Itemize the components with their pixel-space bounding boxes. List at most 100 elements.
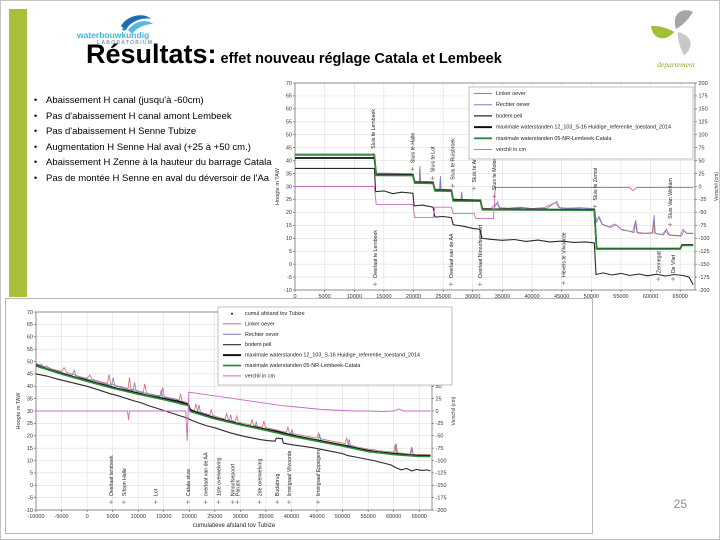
svg-text:Zennegat: Zennegat (656, 251, 662, 273)
svg-text:maximale waterstanden 05-NR-Le: maximale waterstanden 05-NR-Lembeek-Cata… (496, 136, 611, 142)
svg-text:Ninoofsepoort: Ninoofsepoort (231, 463, 237, 496)
svg-text:limnigraaf Eppegem: limnigraaf Eppegem (316, 450, 322, 496)
bullet-item: Augmentation H Senne Hal aval (+25 à +50… (31, 141, 275, 155)
svg-text:60000: 60000 (643, 294, 658, 300)
title-main: Résultats: (86, 39, 217, 69)
svg-text:15000: 15000 (376, 294, 391, 300)
svg-text:40000: 40000 (524, 294, 539, 300)
svg-text:-5: -5 (287, 275, 292, 281)
svg-text:Sluis te Molenbeek: Sluis te Molenbeek (492, 146, 498, 190)
series (295, 153, 694, 286)
svg-text:50: 50 (436, 384, 442, 390)
svg-text:45: 45 (27, 372, 33, 378)
svg-text:25: 25 (436, 396, 442, 402)
svg-text:150: 150 (699, 107, 708, 113)
svg-text:25: 25 (27, 421, 33, 427)
slide-title: Résultats: effet nouveau réglage Catala e… (86, 39, 696, 70)
svg-text:50000: 50000 (584, 294, 599, 300)
waterbouwkundig-logo-icon (121, 15, 153, 34)
svg-text:35: 35 (286, 171, 292, 177)
svg-text:-150: -150 (699, 262, 710, 268)
series-line (295, 167, 694, 286)
svg-text:125: 125 (699, 120, 708, 126)
svg-text:Linker oever: Linker oever (496, 91, 526, 97)
svg-text:Sluis Van Wintam: Sluis Van Wintam (668, 178, 674, 219)
svg-text:0: 0 (293, 294, 296, 300)
svg-text:2de overwelving: 2de overwelving (257, 458, 263, 496)
svg-text:25000: 25000 (435, 294, 450, 300)
bottom-chart: Overlaat lembeek Sifoon Halle Lot Catala st… (5, 298, 593, 534)
svg-text:-10: -10 (25, 508, 33, 514)
svg-text:Sluis te Halle: Sluis te Halle (410, 133, 416, 163)
svg-text:maximale waterstanden 12_103_S: maximale waterstanden 12_103_S-16 Huidig… (496, 125, 671, 131)
accent-bar (9, 9, 27, 297)
svg-text:175: 175 (699, 94, 708, 100)
svg-text:55000: 55000 (360, 514, 375, 520)
svg-text:60000: 60000 (386, 514, 401, 520)
svg-text:cumulatieve afstand tov Tubize: cumulatieve afstand tov Tubize (193, 523, 276, 529)
svg-text:0: 0 (30, 483, 33, 489)
lab-logo-line2: LABORATORIUM (97, 40, 154, 46)
series-line (35, 364, 431, 457)
series-line (36, 391, 431, 441)
svg-text:Sluis te Ruisbroek: Sluis te Ruisbroek (451, 138, 457, 180)
svg-text:35000: 35000 (258, 514, 273, 520)
svg-text:30: 30 (27, 409, 33, 415)
svg-text:100: 100 (699, 133, 708, 139)
svg-text:Hoogte m TAW: Hoogte m TAW (16, 392, 22, 430)
waterbouwkundig-logo: waterbouwkundig LABORATORIUM (77, 11, 187, 51)
svg-text:30000: 30000 (465, 294, 480, 300)
svg-text:0: 0 (289, 262, 292, 268)
chart-canvas: Overlaat lembeek Sifoon Halle Lot Catala st… (16, 306, 457, 529)
lab-logo-line1: waterbouwkundig (77, 30, 150, 40)
svg-text:0: 0 (699, 184, 702, 190)
svg-text:55000: 55000 (613, 294, 628, 300)
svg-text:65000: 65000 (673, 294, 688, 300)
svg-text:55: 55 (286, 120, 292, 126)
svg-text:-125: -125 (699, 249, 710, 255)
svg-text:-175: -175 (436, 495, 447, 501)
svg-text:Verschil (cm): Verschil (cm) (714, 172, 719, 201)
svg-text:60: 60 (286, 107, 292, 113)
bullet-item: Abaissement H canal (jusqu'à -60cm) (31, 94, 275, 108)
chart-canvas: Sluis te Lembeek Sluis te Halle Sluis te L… (275, 81, 719, 309)
svg-text:Rechter oever: Rechter oever (496, 102, 530, 108)
svg-text:cumul afstand tov Tubize: cumul afstand tov Tubize (245, 311, 305, 317)
svg-text:Budabrug: Budabrug (275, 473, 281, 496)
series-line (35, 362, 431, 456)
svg-text:35000: 35000 (495, 294, 510, 300)
station-labels: Overlaat lembeek Sifoon Halle Lot Catala st… (109, 450, 322, 505)
svg-text:25000: 25000 (207, 514, 222, 520)
svg-text:Overlaat lembeek: Overlaat lembeek (109, 455, 115, 496)
svg-text:40: 40 (286, 158, 292, 164)
svg-text:65000: 65000 (412, 514, 427, 520)
svg-text:55: 55 (27, 347, 33, 353)
svg-text:45: 45 (286, 145, 292, 151)
series-line (295, 154, 694, 250)
svg-text:-5000: -5000 (55, 514, 69, 520)
svg-text:70: 70 (286, 81, 292, 87)
bullet-item: Pas d'abaissement H Senne Tubize (31, 125, 275, 139)
svg-text:-5: -5 (28, 495, 33, 501)
svg-text:5: 5 (289, 249, 292, 255)
svg-text:-200: -200 (699, 288, 710, 294)
svg-text:-25: -25 (436, 421, 444, 427)
svg-text:50000: 50000 (335, 514, 350, 520)
svg-text:overlaat van de AA: overlaat van de AA (204, 452, 210, 496)
svg-text:Sluis te Anderlecht: Sluis te Anderlecht (472, 139, 478, 183)
svg-text:-150: -150 (436, 483, 447, 489)
svg-text:maximale waterstanden 12_103_S: maximale waterstanden 12_103_S-16 Huidig… (245, 353, 420, 359)
svg-text:5: 5 (30, 471, 33, 477)
svg-text:limnigraaf Vilvoorde: limnigraaf Vilvoorde (287, 451, 293, 497)
svg-text:Sluis te Lot: Sluis te Lot (430, 146, 436, 172)
svg-text:30000: 30000 (233, 514, 248, 520)
svg-text:65: 65 (27, 322, 33, 328)
svg-text:200: 200 (699, 81, 708, 87)
svg-text:40000: 40000 (284, 514, 299, 520)
svg-text:verchil in cm: verchil in cm (245, 373, 275, 379)
svg-text:De Vliet: De Vliet (671, 254, 677, 273)
svg-text:Catala stuw: Catala stuw (186, 469, 192, 496)
svg-text:-125: -125 (436, 471, 447, 477)
svg-text:-25: -25 (699, 197, 707, 203)
